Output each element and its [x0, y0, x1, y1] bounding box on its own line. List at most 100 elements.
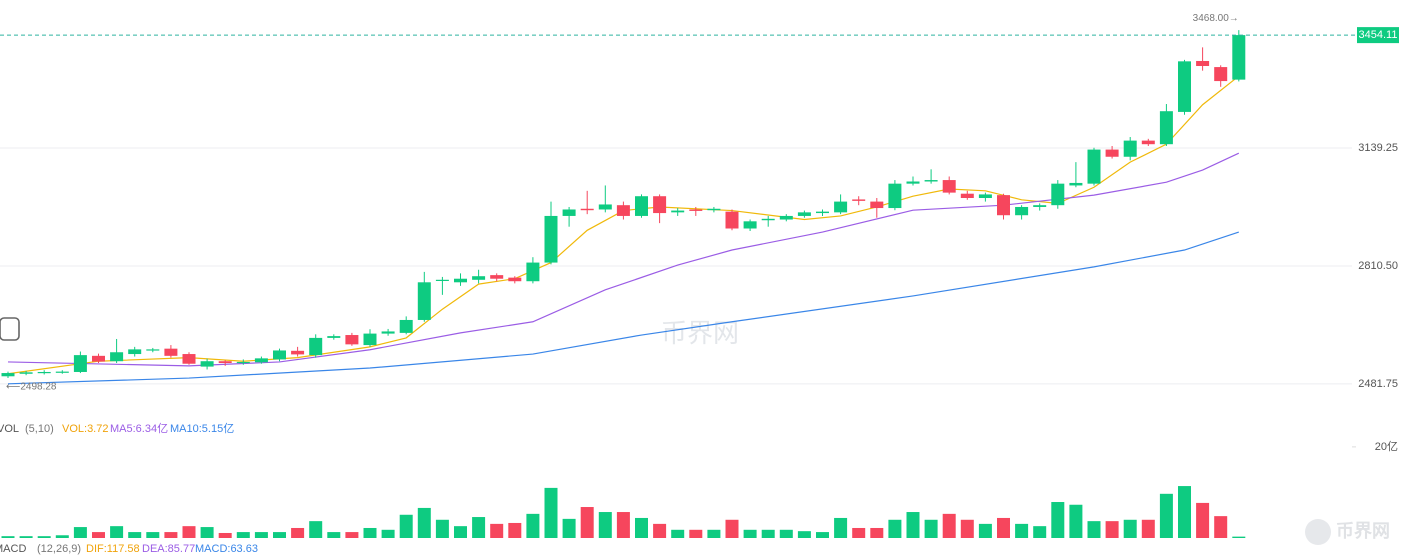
volume-bar: [92, 532, 105, 538]
candle-body: [526, 262, 540, 282]
volume-bar: [960, 519, 974, 538]
candle-body: [761, 218, 775, 221]
candle-body: [689, 209, 703, 211]
candle-body: [635, 196, 648, 216]
volume-bar: [236, 532, 250, 538]
high-annotation: 3468.00→: [1193, 13, 1239, 24]
candle-body: [978, 194, 992, 199]
candle-body: [1196, 60, 1210, 67]
candle-body: [924, 180, 938, 182]
candle-body: [164, 348, 178, 356]
macd-legend: DIF:117.58: [86, 543, 140, 555]
candle-body: [1069, 182, 1083, 186]
volume-bar: [399, 514, 413, 538]
volume-bar: [417, 507, 431, 538]
volume-bar: [454, 526, 467, 538]
volume-bar: [816, 532, 829, 538]
candle-body: [725, 211, 739, 229]
expand-button[interactable]: [0, 317, 20, 341]
macd-legend: DEA:85.77: [142, 543, 195, 555]
volume-bar: [544, 487, 558, 538]
candle-body: [1087, 149, 1101, 184]
volume-bar: [1051, 502, 1065, 538]
expand-icon[interactable]: [0, 317, 20, 341]
macd-legend: MACD:63.63: [195, 543, 258, 555]
candle-body: [1178, 61, 1191, 112]
volume-bar: [273, 532, 286, 538]
candle-body: [580, 208, 594, 211]
logo-text: 币界网: [1336, 521, 1390, 541]
candle-body: [671, 210, 685, 213]
volume-bar: [797, 531, 811, 538]
volume-bar: [345, 532, 359, 538]
volume-bar: [472, 517, 486, 538]
candle-body: [834, 201, 848, 213]
volume-bar: [200, 527, 214, 538]
candle-body: [1033, 205, 1047, 207]
volume-bar: [55, 535, 69, 538]
volume-bar: [1159, 493, 1173, 538]
candle-body: [399, 319, 413, 333]
volume-bar: [526, 513, 540, 538]
volume-bar: [1, 536, 15, 538]
volume-bar: [707, 529, 721, 538]
candle-body: [417, 282, 431, 320]
volume-bar: [942, 513, 956, 538]
candle-body: [273, 350, 286, 360]
candle-body: [19, 372, 33, 374]
macd-legend: MACD: [0, 543, 26, 555]
volume-bar: [327, 532, 341, 538]
volume-bar: [1033, 526, 1047, 538]
candle-body: [1214, 67, 1228, 82]
volume-bar: [1123, 519, 1137, 538]
volume-bar: [1141, 519, 1155, 538]
last-price-tag: [1357, 27, 1399, 44]
candle-body: [291, 350, 305, 355]
candle-body: [888, 183, 902, 209]
candle-body: [743, 221, 757, 229]
y-tick-label: 2810.50: [1358, 260, 1398, 272]
candle-body: [960, 193, 974, 199]
volume-bar: [1069, 504, 1083, 538]
volume-bar: [834, 517, 848, 538]
volume-bar: [128, 532, 142, 538]
candle-body: [327, 336, 341, 338]
candle-body: [435, 279, 449, 281]
volume-bar: [309, 521, 323, 538]
candle-body: [200, 361, 214, 367]
candle-body: [55, 371, 69, 373]
volume-bar: [725, 519, 739, 538]
volume-bar: [1214, 516, 1228, 538]
candle-body: [73, 355, 87, 372]
volume-bar: [997, 517, 1010, 538]
volume-bar: [164, 532, 178, 538]
candle-body: [797, 212, 811, 216]
candle-body: [110, 352, 124, 362]
candle-body: [218, 361, 232, 364]
candle-body: [345, 335, 359, 345]
macd-legend: (12,26,9): [37, 543, 81, 555]
candle-body: [182, 354, 196, 364]
candle-body: [616, 205, 630, 216]
candle-body: [254, 358, 268, 363]
volume-bar: [635, 517, 648, 538]
volume-bar: [1105, 521, 1119, 538]
candle-body: [236, 361, 250, 364]
volume-bar: [291, 527, 305, 538]
volume-bar: [508, 522, 522, 538]
candle-body: [1, 373, 15, 377]
candle-body: [870, 201, 884, 209]
candle-body: [707, 208, 721, 211]
volume-bar: [562, 518, 576, 538]
volume-bar: [19, 536, 33, 538]
volume-bar: [689, 529, 703, 538]
candle-body: [128, 349, 142, 355]
candle-body: [92, 355, 105, 362]
volume-bar: [924, 519, 938, 538]
volume-bar: [888, 519, 902, 538]
volume-bar: [218, 532, 232, 538]
candle-body: [997, 195, 1010, 216]
candle-body: [472, 276, 486, 280]
